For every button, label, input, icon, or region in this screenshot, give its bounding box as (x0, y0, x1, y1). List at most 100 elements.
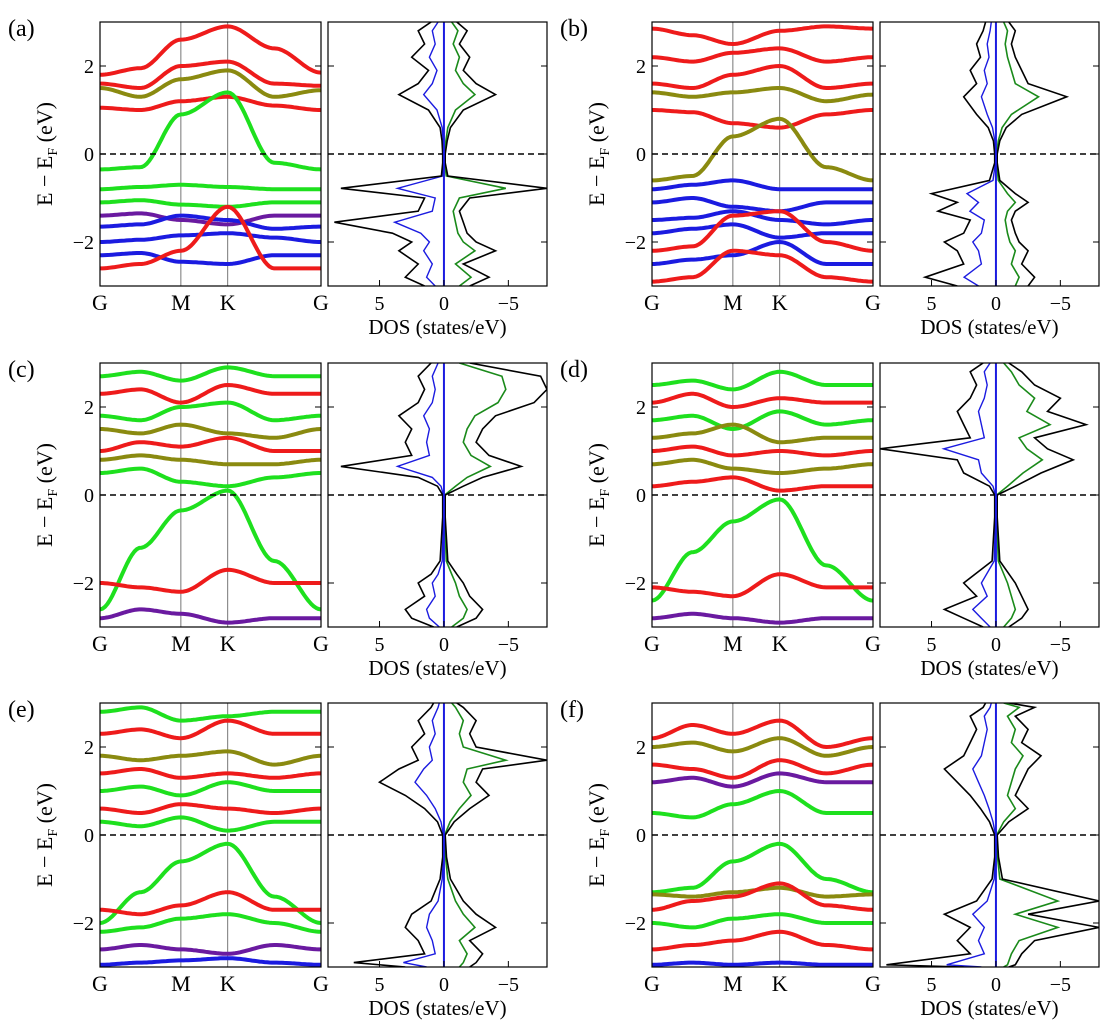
y-axis-label-unit: (eV) (32, 102, 57, 148)
y-tick-label: −2 (625, 232, 646, 254)
y-tick-label: −2 (73, 232, 94, 254)
band-line-9 (100, 231, 321, 244)
band-line-9 (652, 611, 873, 625)
dos-x-axis-label: DOS (states/eV) (920, 315, 1058, 339)
dos-total-down (444, 22, 547, 286)
kpath-label: G (865, 631, 881, 656)
dos-x-tick-label: 0 (439, 634, 449, 656)
y-axis-label-unit: (eV) (32, 443, 57, 489)
dos-x-axis-label: DOS (states/eV) (920, 996, 1058, 1020)
band-frame (99, 362, 322, 628)
kpath-label: K (220, 631, 236, 656)
kpath-label: M (171, 971, 191, 996)
y-tick-label: 0 (636, 825, 646, 847)
kpath-label: K (772, 631, 788, 656)
kpath-label: G (865, 290, 881, 315)
band-line-10 (652, 209, 873, 253)
kpath-label: M (171, 631, 191, 656)
y-tick-label: −2 (73, 573, 94, 595)
dos-projected-down (443, 703, 509, 967)
band-line-3 (652, 86, 873, 104)
band-line-4 (100, 435, 321, 453)
dos-curves (353, 703, 547, 967)
band-line-7 (100, 841, 321, 925)
dos-x-tick-label: 5 (375, 634, 385, 656)
band-line-4 (652, 444, 873, 458)
dos-total-down (996, 703, 1099, 967)
band-line-2 (100, 68, 321, 99)
y-axis-label-subscript: F (46, 829, 61, 837)
kpath-label: G (92, 290, 108, 315)
y-axis-label-subscript: F (46, 489, 61, 497)
dos-x-tick-label: 5 (927, 293, 937, 315)
dos-frame (879, 362, 1100, 628)
band-line-2 (652, 64, 873, 90)
panel-label: (d) (560, 357, 588, 383)
y-axis-label-subscript: F (598, 148, 613, 156)
dos-projected-down (995, 703, 1061, 967)
band-line-1 (100, 383, 321, 405)
band-line-8 (100, 890, 321, 917)
band-line-1 (100, 718, 321, 741)
dos-x-tick-label: 5 (927, 974, 937, 996)
y-tick-label: 0 (84, 485, 94, 507)
band-line-11 (100, 956, 321, 967)
bands (652, 718, 873, 967)
kpath-label: M (723, 290, 743, 315)
kpath-label: M (723, 971, 743, 996)
y-tick-label: 2 (636, 397, 646, 419)
panel-label: (f) (560, 697, 584, 723)
dos-x-tick-label: 0 (439, 974, 449, 996)
dos-total-up (922, 22, 996, 286)
band-line-6 (652, 475, 873, 493)
y-axis-label-main: E − E (584, 837, 609, 887)
dos-total-down (444, 703, 547, 967)
band-frame (651, 21, 874, 287)
kpath-label: G (92, 631, 108, 656)
dos-total-up (334, 22, 444, 286)
y-tick-label: 2 (636, 737, 646, 759)
y-axis-label-main: E − E (32, 156, 57, 206)
y-tick-label: 0 (636, 144, 646, 166)
dos-x-tick-label: −5 (498, 634, 519, 656)
band-line-5 (100, 182, 321, 192)
y-axis-label-main: E − E (32, 497, 57, 547)
y-axis-label-subscript: F (598, 829, 613, 837)
kpath-label: G (644, 290, 660, 315)
dos-x-axis-label: DOS (states/eV) (368, 996, 506, 1020)
y-axis-label: E − EF (eV) (32, 783, 61, 887)
kpath-label: G (313, 631, 329, 656)
y-axis-label: E − EF (eV) (32, 102, 61, 206)
kpath-label: G (313, 971, 329, 996)
band-line-5 (652, 457, 873, 475)
bands (652, 24, 873, 284)
y-axis-label: E − EF (eV) (584, 783, 613, 887)
dos-frame (327, 21, 548, 287)
y-axis-label-subscript: F (598, 489, 613, 497)
y-axis-label-unit: (eV) (584, 783, 609, 829)
band-line-4 (100, 780, 321, 798)
band-line-7 (652, 881, 873, 912)
y-axis-label-subscript: F (46, 148, 61, 156)
kpath-label: G (644, 971, 660, 996)
dos-x-tick-label: −5 (1050, 974, 1071, 996)
y-tick-label: 2 (636, 56, 646, 78)
dos-x-tick-label: 0 (991, 293, 1001, 315)
dos-frame (327, 362, 548, 628)
dos-x-tick-label: 5 (375, 293, 385, 315)
dos-curves (880, 363, 1089, 627)
band-frame (99, 702, 322, 968)
y-axis-label-unit: (eV) (584, 102, 609, 148)
dos-frame (879, 21, 1100, 287)
y-axis-label-main: E − E (584, 497, 609, 547)
dos-x-tick-label: 5 (927, 634, 937, 656)
band-line-2 (652, 409, 873, 431)
dos-total-up (353, 703, 444, 967)
dos-x-axis-label: DOS (states/eV) (368, 315, 506, 339)
band-line-8 (100, 567, 321, 594)
y-axis-label: E − EF (eV) (584, 102, 613, 206)
kpath-label: K (772, 971, 788, 996)
